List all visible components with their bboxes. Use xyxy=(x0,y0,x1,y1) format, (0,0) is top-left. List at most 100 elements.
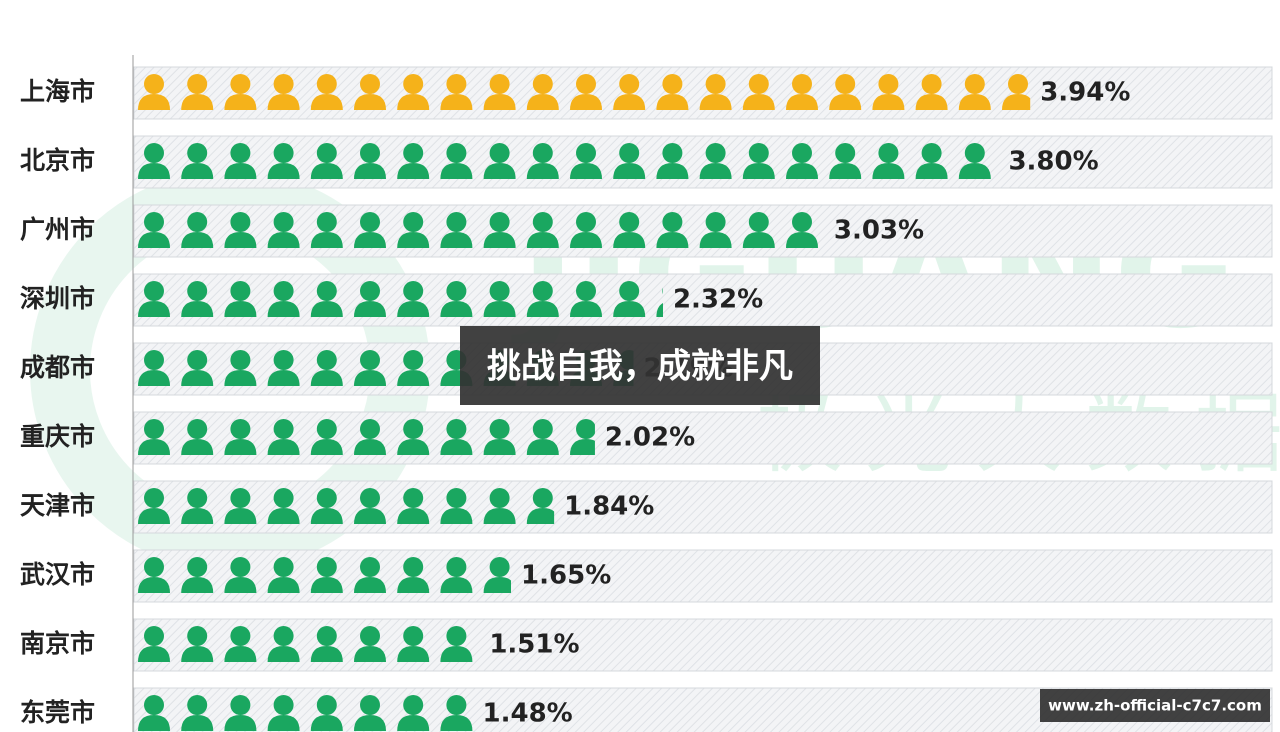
icon-head xyxy=(619,143,640,163)
icon-body xyxy=(224,646,257,662)
icon-head xyxy=(316,626,337,646)
icon-head xyxy=(576,74,596,94)
icon-head xyxy=(144,557,164,577)
icon-body xyxy=(440,94,473,110)
icon-head xyxy=(576,281,596,301)
icon-head xyxy=(316,488,337,508)
icon-head xyxy=(230,488,251,508)
icon-body xyxy=(613,163,646,179)
icon-head xyxy=(273,143,294,163)
icon-body xyxy=(310,163,343,179)
icon-head xyxy=(316,281,337,301)
icon-head xyxy=(705,212,726,232)
icon-body xyxy=(742,232,775,248)
icon-head xyxy=(748,212,769,232)
icon-body xyxy=(699,94,732,110)
icon-body xyxy=(354,715,386,731)
icon-body xyxy=(872,163,905,179)
icon-body xyxy=(829,163,862,179)
icon-head xyxy=(230,74,251,94)
icon-body xyxy=(224,232,257,248)
icon-head xyxy=(835,143,856,163)
icon-body xyxy=(181,439,214,455)
icon-head xyxy=(144,695,164,715)
icon-bar xyxy=(138,143,991,179)
icon-head xyxy=(187,488,208,508)
icon-body xyxy=(138,232,170,248)
icon-head xyxy=(187,557,208,577)
value-label: 3.94% xyxy=(1040,78,1130,108)
icon-head xyxy=(144,350,164,370)
icon-head xyxy=(273,419,294,439)
row-band xyxy=(133,135,1273,189)
icon-bar xyxy=(138,557,512,593)
icon-body xyxy=(483,439,516,455)
icon-head xyxy=(705,74,726,94)
icon-bar xyxy=(138,626,473,662)
icon-head xyxy=(360,419,380,439)
icon-body xyxy=(267,715,300,731)
icon-head xyxy=(921,74,942,94)
url-box xyxy=(1040,689,1270,722)
icon-head xyxy=(316,74,337,94)
icon-head xyxy=(360,143,380,163)
icon-body xyxy=(310,646,343,662)
row-band xyxy=(133,549,1273,603)
icon-head xyxy=(144,74,164,94)
icon-head xyxy=(187,281,208,301)
icon-body xyxy=(440,163,473,179)
icon-head xyxy=(230,281,251,301)
value-label: 1.48% xyxy=(483,699,573,729)
icon-body xyxy=(267,370,300,386)
icon-head xyxy=(144,488,164,508)
icon-head xyxy=(360,557,380,577)
icon-body xyxy=(224,508,257,524)
icon-body xyxy=(699,232,732,248)
icon-head xyxy=(403,419,424,439)
icon-body xyxy=(397,370,430,386)
icon-head xyxy=(273,212,294,232)
icon-body xyxy=(397,163,430,179)
icon-body xyxy=(354,232,386,248)
icon-body xyxy=(310,439,343,455)
icon-head xyxy=(619,74,640,94)
category-label: 东莞市 xyxy=(20,698,95,727)
icon-body xyxy=(310,94,343,110)
icon-body xyxy=(181,232,214,248)
icon-body xyxy=(742,94,775,110)
icon-body xyxy=(397,439,430,455)
icon-body xyxy=(915,163,948,179)
value-label: 2.32% xyxy=(673,285,763,315)
icon-head xyxy=(576,212,596,232)
icon-head xyxy=(403,74,424,94)
url: www.zh-official-c7c7.com xyxy=(1048,697,1262,715)
icon-body xyxy=(181,370,214,386)
icon-head xyxy=(403,557,424,577)
icon-body xyxy=(138,163,170,179)
icon-body xyxy=(483,94,516,110)
icon-body xyxy=(570,232,602,248)
icon-bar xyxy=(138,281,663,317)
category-label: 武汉市 xyxy=(20,560,95,589)
icon-body xyxy=(397,508,430,524)
icon-body xyxy=(397,94,430,110)
icon-head xyxy=(792,74,812,94)
icon-body xyxy=(526,439,559,455)
icon-body xyxy=(224,370,257,386)
icon-body xyxy=(354,577,386,593)
icon-body xyxy=(354,439,386,455)
icon-head xyxy=(532,143,553,163)
icon-body xyxy=(570,163,602,179)
icon-head xyxy=(576,143,596,163)
category-label: 上海市 xyxy=(20,77,95,106)
icon-head xyxy=(619,212,640,232)
icon-body xyxy=(354,94,386,110)
icon-head xyxy=(144,143,164,163)
category-label: 北京市 xyxy=(20,146,95,175)
icon-head xyxy=(921,143,942,163)
icon-head xyxy=(230,419,251,439)
icon-head xyxy=(273,350,294,370)
icon-head xyxy=(403,212,424,232)
icon-body xyxy=(742,163,775,179)
